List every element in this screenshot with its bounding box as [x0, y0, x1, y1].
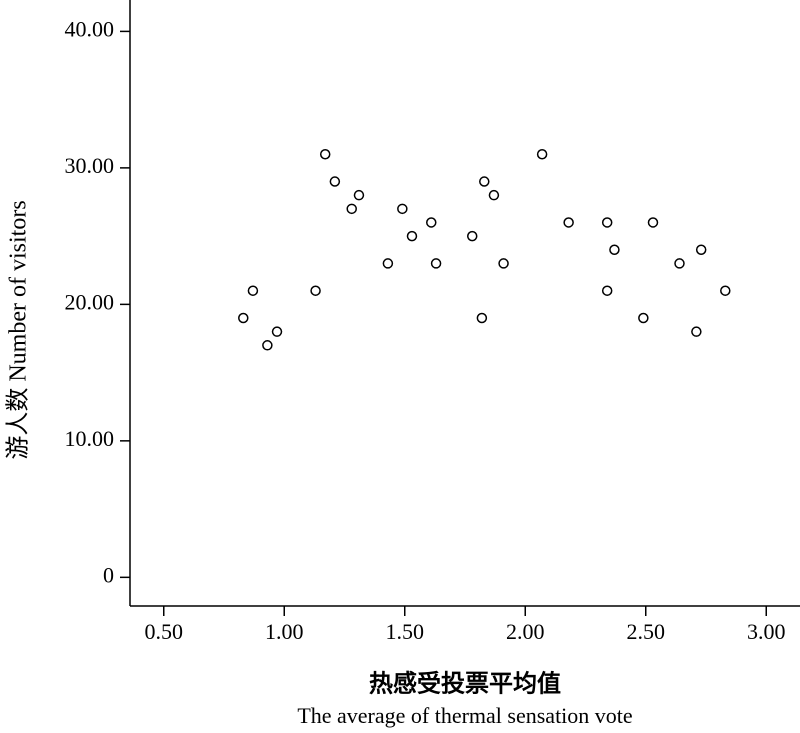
y-tick-label: 20.00: [65, 289, 115, 314]
point: [720, 285, 731, 296]
x-tick-label: 1.00: [265, 619, 304, 644]
y-tick-label: 30.00: [65, 153, 115, 178]
point: [329, 176, 341, 187]
point: [488, 189, 500, 201]
x-tick-label: 0.50: [144, 619, 183, 644]
point: [238, 312, 249, 324]
point: [536, 148, 548, 160]
point: [426, 217, 437, 228]
point: [674, 258, 685, 269]
point: [319, 148, 331, 160]
x-tick-label: 1.50: [385, 619, 424, 644]
point: [397, 203, 408, 215]
point: [271, 326, 283, 337]
point: [466, 230, 478, 242]
point: [406, 230, 418, 242]
point: [476, 312, 488, 324]
point: [310, 285, 321, 296]
point: [382, 258, 394, 269]
point: [563, 217, 574, 228]
y-tick-label: 40.00: [65, 16, 115, 41]
x-tick-label: 2.50: [627, 619, 666, 644]
x-axis-title: The average of thermal sensation vote: [297, 703, 632, 728]
point: [609, 244, 620, 256]
point: [262, 340, 273, 351]
point: [247, 285, 259, 296]
x-tick-label: 3.00: [747, 619, 786, 644]
point: [638, 312, 649, 324]
point: [647, 217, 659, 228]
y-tick-label: 10.00: [65, 426, 115, 451]
point: [479, 176, 490, 187]
x-axis-title: 热感受投票平均值: [369, 670, 561, 698]
point: [691, 326, 702, 337]
point: [601, 285, 613, 296]
point: [353, 189, 365, 201]
point: [346, 203, 357, 215]
y-tick-label: 0: [103, 562, 114, 587]
point: [498, 258, 509, 269]
point: [601, 217, 613, 228]
y-axis-title: 游人数 Number of visitors: [5, 200, 32, 459]
point: [430, 258, 442, 269]
point: [695, 244, 707, 256]
x-tick-label: 2.00: [506, 619, 545, 644]
